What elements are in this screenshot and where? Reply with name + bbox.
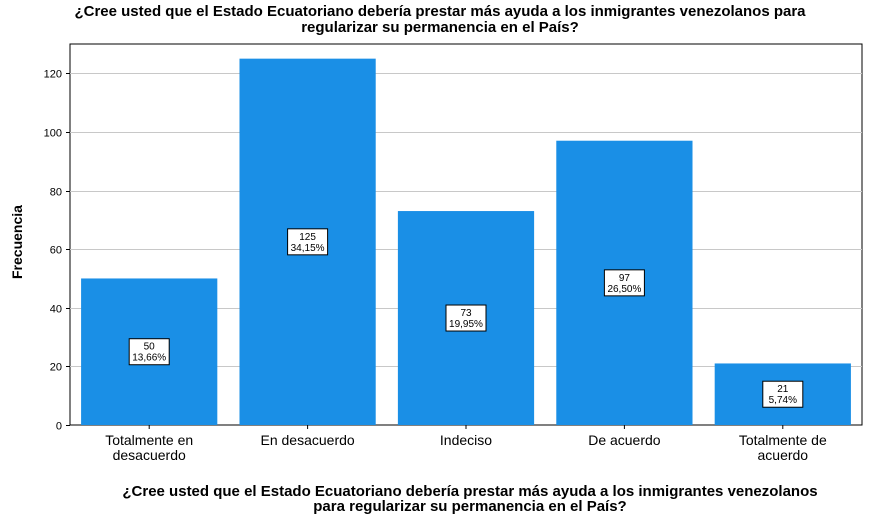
data-label-count: 21 bbox=[777, 384, 789, 395]
data-label-box bbox=[287, 228, 329, 256]
y-tick-label: 80 bbox=[50, 187, 62, 199]
x-tick-label: En desacuerdo bbox=[261, 432, 355, 448]
data-label-percent: 13,66% bbox=[132, 353, 166, 364]
y-tick-label: 40 bbox=[50, 304, 62, 316]
x-axis-label-line-1: ¿Cree usted que el Estado Ecuatoriano de… bbox=[122, 483, 818, 500]
y-tick-label: 120 bbox=[44, 69, 62, 81]
data-label-percent: 26,50% bbox=[607, 284, 641, 295]
x-tick-label: acuerdo bbox=[758, 447, 809, 463]
x-tick-label: Totalmente en bbox=[105, 432, 193, 448]
y-tick-label: 20 bbox=[50, 362, 62, 374]
x-tick-label: Indeciso bbox=[440, 432, 492, 448]
x-axis-label-line-2: para regularizar su permanencia en el Pa… bbox=[313, 498, 627, 515]
x-tick-label: De acuerdo bbox=[588, 432, 661, 448]
data-label-box bbox=[128, 338, 170, 366]
data-label-count: 97 bbox=[619, 273, 631, 284]
chart-title-line-2: regularizar su permanencia en el País? bbox=[301, 19, 579, 36]
y-tick-label: 100 bbox=[44, 128, 62, 140]
data-label-box bbox=[603, 269, 645, 297]
data-label-box bbox=[445, 304, 487, 332]
data-label-count: 73 bbox=[460, 308, 472, 319]
data-label-percent: 34,15% bbox=[291, 243, 325, 254]
chart-title-line-1: ¿Cree usted que el Estado Ecuatoriano de… bbox=[74, 3, 806, 20]
data-label-box bbox=[762, 380, 804, 408]
y-tick-label: 0 bbox=[56, 421, 62, 433]
data-label-percent: 19,95% bbox=[449, 319, 483, 330]
data-label-count: 50 bbox=[144, 342, 156, 353]
x-tick-label: Totalmente de bbox=[739, 432, 827, 448]
data-label-count: 125 bbox=[299, 232, 316, 243]
x-tick-label: desacuerdo bbox=[113, 447, 186, 463]
chart-title: ¿Cree usted que el Estado Ecuatoriano de… bbox=[0, 4, 880, 36]
data-label-percent: 5,74% bbox=[769, 395, 797, 406]
y-tick-label: 60 bbox=[50, 245, 62, 257]
x-axis-label: ¿Cree usted que el Estado Ecuatoriano de… bbox=[60, 484, 880, 514]
